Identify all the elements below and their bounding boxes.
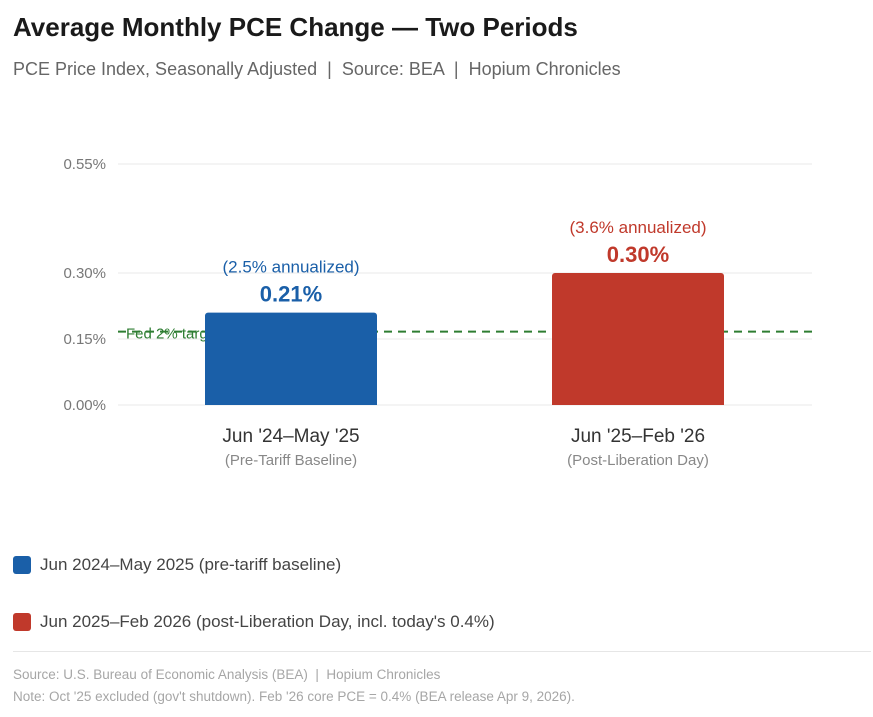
legend-item-baseline: Jun 2024–May 2025 (pre-tariff baseline) (13, 555, 341, 575)
bar (552, 273, 724, 405)
y-tick-label: 0.15% (63, 331, 106, 348)
chart-title: Average Monthly PCE Change — Two Periods (13, 12, 578, 42)
bar-annotation: (2.5% annualized) (222, 258, 359, 277)
legend-item-post: Jun 2025–Feb 2026 (post-Liberation Day, … (13, 612, 495, 632)
footer-source: Source: U.S. Bureau of Economic Analysis… (13, 667, 441, 682)
x-tick-label: Jun '24–May '25 (222, 426, 359, 447)
reference-line-label: Fed 2% target (126, 326, 221, 343)
legend-label-post: Jun 2025–Feb 2026 (post-Liberation Day, … (40, 612, 495, 631)
x-tick-label: Jun '25–Feb '26 (571, 426, 705, 447)
legend-label-baseline: Jun 2024–May 2025 (pre-tariff baseline) (40, 555, 342, 574)
footer-divider (13, 651, 871, 652)
bar (205, 312, 377, 405)
x-tick-sublabel: (Pre-Tariff Baseline) (225, 452, 357, 469)
legend-swatch-baseline (13, 556, 31, 574)
bar-annotation: (3.6% annualized) (569, 218, 706, 237)
bar-base (205, 401, 377, 405)
bar-chart: 0.00% 0.15% 0.30% 0.55% Fed 2% target 0.21% (2… (63, 156, 812, 469)
y-tick-label: 0.00% (63, 397, 106, 414)
chart-subtitle: PCE Price Index, Seasonally Adjusted | S… (13, 59, 621, 79)
bar-base (552, 401, 724, 405)
footer-note: Note: Oct '25 excluded (gov't shutdown).… (13, 689, 575, 704)
y-tick-label: 0.30% (63, 265, 106, 282)
bar-value-label: 0.21% (260, 282, 322, 307)
bar-value-label: 0.30% (607, 242, 669, 267)
legend-swatch-post (13, 613, 31, 631)
x-tick-sublabel: (Post-Liberation Day) (567, 452, 709, 469)
y-tick-label: 0.55% (63, 156, 106, 173)
